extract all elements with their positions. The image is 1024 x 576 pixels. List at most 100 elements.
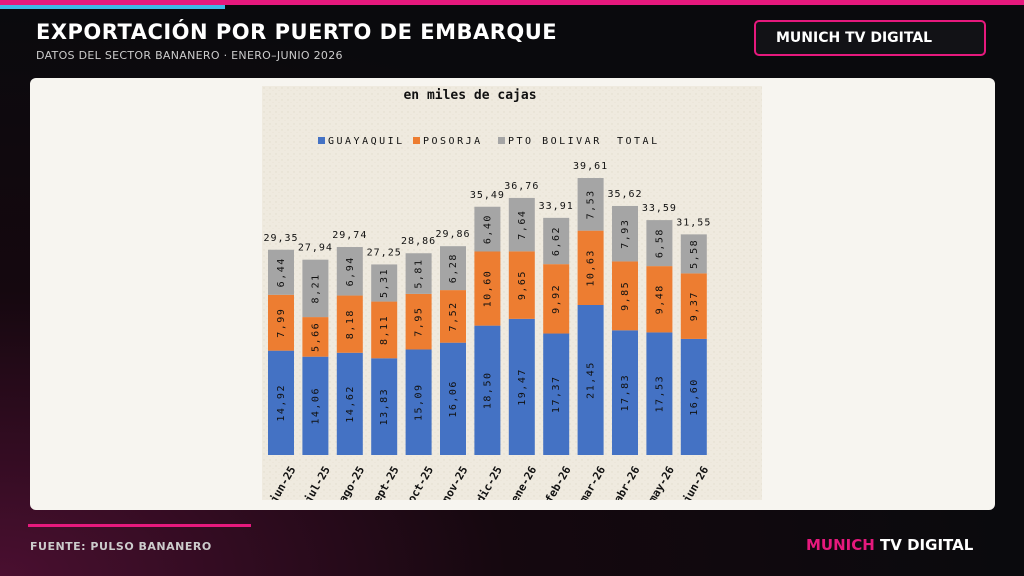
value-label: 9,48 <box>654 284 665 314</box>
bar-segment <box>474 251 501 326</box>
total-label: 39,61 <box>573 161 608 172</box>
bar-segment <box>268 294 294 351</box>
bar-segment <box>508 251 535 319</box>
bar-segment <box>612 205 638 262</box>
value-label: 5,31 <box>379 268 390 298</box>
footer-line <box>28 524 251 527</box>
total-label: 33,91 <box>539 201 574 212</box>
bar-segment <box>543 217 570 265</box>
total-label: 35,49 <box>470 190 505 201</box>
value-label: 6,28 <box>448 253 459 283</box>
bar-segment <box>302 259 329 318</box>
total-label: 31,55 <box>676 217 711 228</box>
bar-segment <box>474 325 501 455</box>
value-label: 7,93 <box>620 219 631 249</box>
value-label: 8,21 <box>310 273 321 303</box>
bar-segment <box>268 249 294 295</box>
total-label: 36,76 <box>504 181 539 192</box>
bar-segment <box>646 220 673 267</box>
header-title: EXPORTACIÓN POR PUERTO DE EMBARQUE <box>36 20 558 44</box>
value-label: 7,53 <box>586 189 597 219</box>
value-label: 5,58 <box>689 239 700 269</box>
value-label: 6,58 <box>654 228 665 258</box>
legend-label: POSORJA <box>423 136 483 147</box>
bar-segment <box>646 332 673 455</box>
value-label: 21,45 <box>586 361 597 399</box>
bar-segment <box>336 295 363 353</box>
bar-segment <box>646 266 673 333</box>
legend-swatch <box>318 137 325 144</box>
value-label: 5,66 <box>310 322 321 352</box>
value-label: 9,65 <box>517 270 528 300</box>
bar-segment <box>371 358 398 455</box>
value-label: 7,52 <box>448 301 459 331</box>
total-label: 33,59 <box>642 203 677 214</box>
value-label: 5,81 <box>414 259 425 289</box>
value-label: 17,37 <box>551 375 562 413</box>
chart: en miles de cajas GUAYAQUIL POSORJA PTO BO… <box>262 86 762 500</box>
bar-segment <box>336 247 363 296</box>
bar-segment <box>268 350 294 455</box>
value-label: 13,83 <box>379 388 390 426</box>
value-label: 6,62 <box>551 226 562 256</box>
legend-label: TOTAL <box>617 136 660 147</box>
legend-label: GUAYAQUIL <box>328 136 405 147</box>
bar-segment <box>680 234 707 274</box>
value-label: 14,62 <box>345 385 356 423</box>
bar-segment <box>440 246 466 291</box>
legend-swatch <box>498 137 505 144</box>
value-label: 8,18 <box>345 309 356 339</box>
bar-segment <box>371 301 398 359</box>
bar-segment <box>508 197 535 252</box>
total-label: 29,86 <box>435 229 470 240</box>
brand-accent: MUNICH <box>806 536 875 554</box>
value-label: 19,47 <box>517 368 528 406</box>
total-label: 28,86 <box>401 236 436 247</box>
brand: MUNICH TV DIGITAL <box>806 536 973 554</box>
value-label: 17,83 <box>620 374 631 412</box>
value-label: 18,50 <box>482 372 493 410</box>
value-label: 8,11 <box>379 315 390 345</box>
value-label: 7,95 <box>414 307 425 337</box>
bar-segment <box>680 338 707 455</box>
value-label: 14,92 <box>276 384 287 422</box>
bar-segment <box>577 304 604 455</box>
value-label: 9,85 <box>620 281 631 311</box>
bar-segment <box>543 333 570 455</box>
total-label: 29,35 <box>263 233 298 244</box>
total-label: 27,94 <box>298 243 333 254</box>
value-label: 10,60 <box>482 270 493 308</box>
chart-title: en miles de cajas <box>403 88 536 103</box>
bar-segment <box>508 318 535 455</box>
value-label: 7,99 <box>276 308 287 338</box>
value-label: 16,60 <box>689 378 700 416</box>
value-label: 6,94 <box>345 256 356 286</box>
source: FUENTE: PULSO BANANERO <box>30 540 212 553</box>
bar-segment <box>680 273 707 339</box>
value-label: 6,44 <box>276 257 287 287</box>
value-label: 15,09 <box>414 383 425 421</box>
value-label: 9,92 <box>551 284 562 314</box>
top-accent <box>0 5 225 9</box>
bar-segment <box>302 317 329 357</box>
bar-segment <box>336 352 363 455</box>
bar-segment <box>543 264 570 334</box>
bar-segment <box>440 342 466 455</box>
bar-segment <box>577 230 604 305</box>
bar-segment <box>612 261 638 331</box>
value-label: 7,64 <box>517 210 528 240</box>
top-line <box>0 0 1024 5</box>
value-label: 16,06 <box>448 380 459 418</box>
bar-segment <box>577 178 604 231</box>
total-label: 35,62 <box>607 189 642 200</box>
total-label: 29,74 <box>332 230 367 241</box>
header-subtitle: DATOS DEL SECTOR BANANERO · ENERO–JUNIO … <box>36 49 343 62</box>
bar-segment <box>440 290 466 343</box>
legend-label: PTO BOLIVAR <box>508 136 602 147</box>
value-label: 6,40 <box>482 214 493 244</box>
brand-rest: TV DIGITAL <box>880 536 974 554</box>
bar-segment <box>405 293 432 350</box>
value-label: 10,63 <box>586 249 597 287</box>
value-label: 17,53 <box>654 375 665 413</box>
